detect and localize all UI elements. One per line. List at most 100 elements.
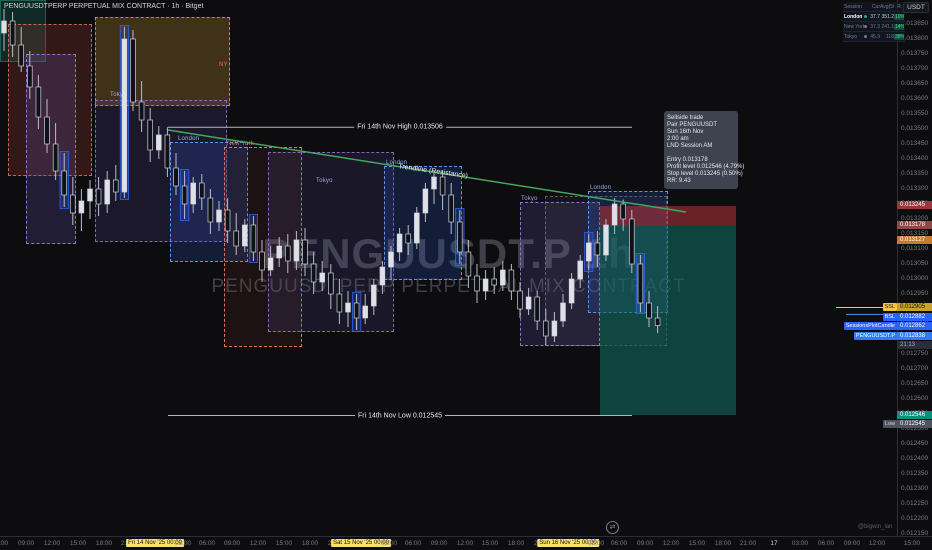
author-handle-watermark: @bigwin_lan <box>858 524 893 530</box>
session-r-chip: 38% <box>894 33 904 40</box>
price-axis-label: 0.012400 <box>901 455 929 462</box>
candle-body <box>224 209 231 232</box>
session-avg-cell: 241.1 <box>881 23 894 30</box>
candle-body <box>259 251 265 271</box>
session-name-label: London <box>386 160 408 166</box>
chart-legend-title[interactable]: PENGUUSDTPERP PERPETUAL MIX CONTRACT · 1… <box>4 3 204 10</box>
candle-body <box>379 266 386 286</box>
time-axis-label: 03:00 <box>380 540 398 547</box>
candle-body <box>508 269 515 292</box>
candle-body <box>113 179 119 193</box>
candle-body <box>371 284 377 307</box>
time-axis[interactable]: 06:00 09:00 12:00 15:00 18:00 21:00 Fri 14 Nov… <box>0 536 932 550</box>
candle-body <box>654 317 661 326</box>
annotation-line: Profit level 0.012546 (4.79%) <box>667 164 745 170</box>
session-name-label: New York <box>227 141 254 147</box>
timeline-nav-button[interactable]: ⇄ <box>606 521 619 534</box>
candle-body <box>534 296 540 322</box>
date-chip-label: Fri 14 Nov '25 00:00 <box>126 539 184 547</box>
candle-body <box>568 278 575 304</box>
price-axis-label: 0.013150 <box>901 230 929 237</box>
session-table-header-cell: Cur <box>871 3 880 10</box>
chart-canvas[interactable]: PENGUUSDT.P 1h PENGUUSDTPERP PERPETUAL M… <box>0 0 897 536</box>
date-chip-label: Sun 16 Nov '25 00:00 <box>537 539 599 547</box>
candle-body <box>18 44 24 67</box>
annotation-line: Sellside trade <box>667 115 704 121</box>
candle-body <box>164 134 171 169</box>
price-axis-label: 0.012450 <box>901 440 929 447</box>
candle-body <box>517 290 523 310</box>
candle-body <box>207 197 214 223</box>
session-table-header-cell: Avg(50) <box>880 3 894 10</box>
candle-body <box>457 221 463 253</box>
annotation-line: Pair PENGUUSDT <box>667 122 718 128</box>
candle-body <box>147 119 153 151</box>
session-name-label: Tokyo <box>110 92 127 98</box>
time-axis-label: 12:00 <box>249 540 267 547</box>
bsl-price-tag: 0.012882 <box>897 312 932 321</box>
candle-body <box>181 185 188 205</box>
time-axis-label: 17 <box>770 540 778 547</box>
price-axis-label: 0.013200 <box>901 215 929 222</box>
candle-body <box>121 38 128 193</box>
candle-body <box>414 212 420 244</box>
price-axis-label: 0.013100 <box>901 245 929 252</box>
candle-body <box>130 38 136 103</box>
time-axis-label: 12:00 <box>456 540 474 547</box>
last-price-tag: 0.012838 <box>897 332 932 341</box>
time-axis-label: 15:00 <box>481 540 499 547</box>
annotation-line <box>667 150 735 157</box>
session-dot <box>864 14 869 20</box>
session-r-cell: 14% <box>894 23 904 30</box>
fri-low-label[interactable]: Fri 14th Nov Low 0.012545 <box>354 412 446 419</box>
candle-body <box>551 320 558 337</box>
candle-body <box>61 170 67 196</box>
price-axis-label: 0.013450 <box>901 140 929 147</box>
time-axis-label: 09:00 <box>843 540 861 547</box>
price-axis-label: 0.012200 <box>901 515 929 522</box>
candle-body <box>362 305 368 319</box>
candle-body <box>431 176 437 190</box>
price-axis-label: 0.012500 <box>901 425 929 432</box>
candle-body <box>156 134 162 151</box>
candle-body <box>405 233 411 244</box>
price-axis-label: 0.012700 <box>901 365 929 372</box>
time-axis-label: 15:00 <box>903 540 921 547</box>
candle-body <box>78 200 85 214</box>
trade-annotation-note[interactable]: Sellside trade Pair PENGUUSDT Sun 16th Nov… <box>664 111 745 189</box>
price-axis[interactable]: 0.0139000.0138500.0138000.0137500.013700… <box>897 0 932 537</box>
candle-body <box>345 302 351 313</box>
annotation-line: Stop level 0.013245 (0.50%) <box>667 171 743 177</box>
session-name-cell: New York <box>844 23 864 30</box>
price-axis-label: 0.012300 <box>901 485 929 492</box>
session-name-cell: Tokyo <box>844 33 858 40</box>
price-axis-label: 0.013750 <box>901 50 929 57</box>
time-axis-label: 18:00 <box>301 540 319 547</box>
candle-body <box>611 203 618 226</box>
candle-body <box>396 233 403 253</box>
session-name-label: Tokyo <box>316 178 333 184</box>
candle-body <box>543 320 549 337</box>
session-dot <box>864 34 869 40</box>
candle-body <box>52 143 59 172</box>
currency-toggle[interactable]: USDT <box>903 2 929 13</box>
annotation-line: RR: 9.43 <box>667 178 691 184</box>
candle-body <box>448 194 454 223</box>
candle-body <box>285 245 291 262</box>
candle-body <box>439 176 446 196</box>
candle-body <box>216 209 222 223</box>
session-cur-cell: 37.3 <box>870 23 880 30</box>
time-axis-label: 18:00 <box>507 540 525 547</box>
time-axis-label: 12:00 <box>43 540 61 547</box>
countdown-tag: 21:13 <box>897 341 932 350</box>
trendline-resistance <box>167 129 687 213</box>
candle-body <box>9 20 16 46</box>
price-axis-label: 0.012350 <box>901 470 929 477</box>
fri-high-label[interactable]: Fri 14th Nov High 0.013506 <box>354 123 446 131</box>
candle-body <box>560 302 566 322</box>
price-axis-label: 0.013350 <box>901 170 929 177</box>
candle-body <box>525 296 532 310</box>
annotation-line: Sun 16th Nov <box>667 129 704 135</box>
